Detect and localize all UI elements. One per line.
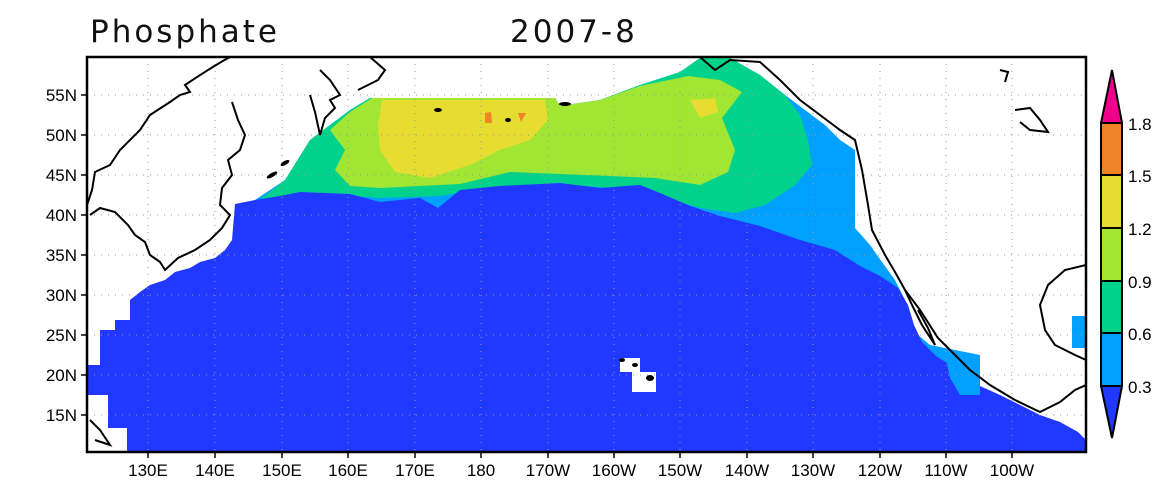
lon-label: 110W [924, 461, 967, 480]
lat-label: 40N [46, 206, 77, 225]
lat-label: 45N [46, 166, 77, 185]
colorbar-label: 0.6 [1128, 325, 1152, 344]
lon-label: 180 [467, 461, 495, 480]
lon-label: 160W [592, 461, 636, 480]
ticks [81, 94, 1013, 458]
hawaii-mask [620, 358, 656, 392]
colorbar-label: 0.9 [1128, 273, 1152, 292]
data-field [87, 58, 1086, 452]
colorbar-label: 1.8 [1128, 115, 1152, 134]
colorbar-bin [1100, 122, 1123, 176]
lat-label: 30N [46, 286, 77, 305]
lon-label: 140E [195, 461, 235, 480]
islands [266, 102, 654, 381]
lat-label: 35N [46, 246, 77, 265]
colorbar-bin [1100, 332, 1123, 387]
lon-label: 150W [658, 461, 702, 480]
contour-1.2-1.5 [690, 98, 718, 118]
colorbar-label: 1.5 [1128, 167, 1152, 186]
contour-below-0.3 [87, 183, 1086, 452]
lat-label: 20N [46, 366, 77, 385]
contour-0.3-0.6 [1072, 316, 1086, 348]
lon-label: 160E [328, 461, 368, 480]
gridlines [87, 57, 1086, 452]
colorbar [1099, 69, 1124, 439]
colorbar-upper-arrow [1099, 69, 1124, 124]
colorbar-bin [1100, 174, 1123, 229]
contour-1.5-1.8 [485, 112, 492, 123]
colorbar-label: 1.2 [1128, 220, 1152, 239]
lon-label: 120W [858, 461, 902, 480]
colorbar-bin [1100, 227, 1123, 282]
map-date: 2007-8 [510, 14, 638, 50]
map-title: Phosphate [90, 14, 281, 50]
lat-label: 55N [46, 86, 77, 105]
coastlines [87, 57, 1086, 447]
lon-label: 140W [725, 461, 769, 480]
lon-label: 130E [128, 461, 168, 480]
lon-label: 100W [990, 461, 1034, 480]
lat-label: 50N [46, 126, 77, 145]
lon-label: 170E [395, 461, 435, 480]
lon-label: 170W [526, 461, 570, 480]
contour-1.5-1.8 [518, 113, 526, 122]
lon-label: 130W [791, 461, 835, 480]
colorbar-label: 0.3 [1128, 378, 1152, 397]
lat-label: 25N [46, 326, 77, 345]
colorbar-lower-arrow [1099, 385, 1124, 439]
lon-label: 150E [262, 461, 302, 480]
lat-label: 15N [46, 406, 77, 425]
colorbar-bin [1100, 280, 1123, 334]
